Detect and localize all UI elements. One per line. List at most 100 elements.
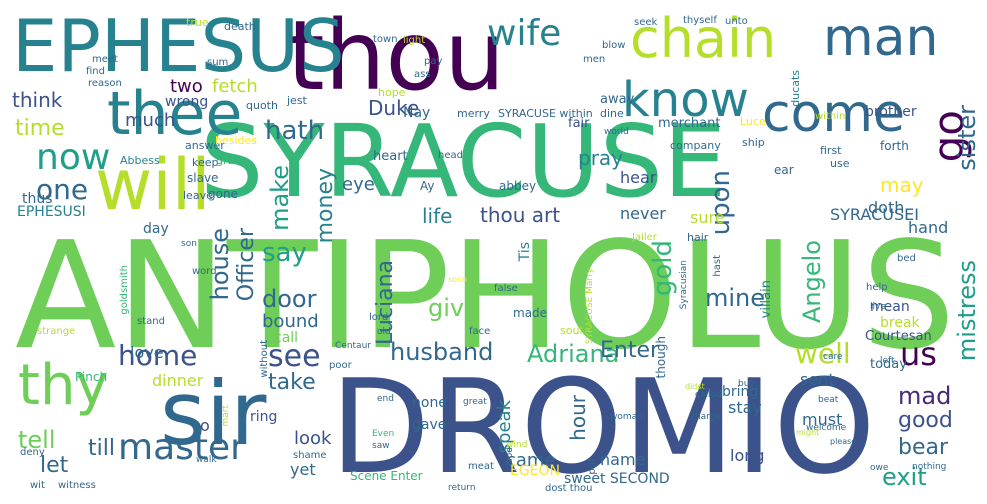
word-leave: leave [183,189,213,202]
word-came: came [506,450,556,471]
word-sweet-second: sweet SECOND [564,471,670,487]
word-hath: hath [265,116,325,146]
word-us: us [900,335,937,373]
word-brother: brother [865,104,917,120]
word-hair: hair [687,231,709,244]
word-long: long [730,446,765,465]
word-centaur: Centaur [335,341,371,351]
word-saw: saw [372,441,390,451]
word-bring: bring [722,384,759,400]
word-soon: soon [448,275,468,284]
word-wife: wife [487,13,562,54]
word-scene-enter: Scene Enter [350,469,423,483]
word-never: never [620,204,666,223]
word-hear: hear [620,168,657,187]
word-think: think [12,88,63,112]
word-charge: charge [690,412,721,422]
word-beat: beat [818,395,839,405]
word-money: money [313,168,338,244]
word-tis: Tis [517,242,533,262]
word-though: though [654,336,668,379]
word-poor: poor [329,360,352,371]
word-within: within [815,111,846,122]
word-gave: gave [412,417,447,433]
word-jailer: Jailer [632,232,657,243]
word-fair: fair [568,116,590,131]
word-soul: soul [560,324,583,337]
word-merchant: merchant [658,116,721,131]
word-heart: heart [373,149,408,164]
word-ear: ear [774,163,794,177]
word-head: head [438,150,463,161]
word-might: might [796,428,820,437]
word-true: true [186,16,209,29]
word-ephesus: EPHESUS [12,4,345,88]
word-men: men [583,54,606,65]
word-unto: unto [725,16,748,27]
word-ass: ass [414,69,431,80]
word-courtesan: Courtesan [865,329,932,344]
word-great: great [463,397,487,407]
word-fetch: fetch [212,76,258,97]
word-care: care [823,352,843,362]
word-strange: strange [37,326,76,337]
word-husband: husband [390,338,494,366]
word-sum: sum [207,57,229,68]
word-man: man [823,8,939,68]
word-left: left [880,356,895,366]
word-called: called [695,390,722,400]
word-keep: keep [192,156,219,169]
word-dromio: DROMIO [330,351,876,503]
word-let: let [40,453,69,478]
word-hast: hast [712,255,723,277]
word-take: take [268,370,316,395]
word-abbey: abbey [499,179,537,193]
word-besides: besides [215,134,258,147]
word-syracuse-marry: SYRACUSE Marry [585,268,595,345]
word-even: Even [372,429,395,439]
word-deny: deny [20,447,45,458]
word-duke: Duke [368,96,420,120]
word-door: door [262,285,317,313]
word-woman: woman [610,412,643,422]
word-put: put [587,458,598,475]
word-help: help [866,282,888,293]
word-reason: reason [88,78,122,89]
word-sir: sir [160,362,267,465]
word-pray: pray [578,146,624,170]
word-slave: slave [187,171,219,185]
word-eye: eye [342,174,375,195]
word-look: look [294,428,332,449]
word-syracuse: SYRACUSE [200,103,727,220]
word-mistress: mistress [953,260,981,362]
word-bear: bear [898,435,949,460]
word-abbess: Abbess [120,154,160,167]
word-use: use [830,157,850,170]
word-sister: sister [953,105,981,171]
word-know: know [622,72,749,128]
word-meat: meat [468,461,494,472]
word-nay: Nay [403,105,431,121]
word-death: death [224,20,256,33]
word-come: come [762,84,906,144]
word-syracuse-within: SYRACUSE within [498,107,593,120]
word-dost-thou: dost thou [545,483,593,494]
word-say: say [262,238,307,268]
word-sent: sent [800,370,835,389]
word-till: till [88,436,115,461]
word-world: world [604,127,629,137]
word-exit: exit [882,463,927,491]
word-thy: thy [18,353,109,418]
word-now: now [36,137,111,178]
word-angelo: Angelo [798,240,826,323]
word-face: face [469,326,491,337]
word-egeon: EGEON [510,463,561,479]
word-bed: bed [897,253,916,264]
word-blow: blow [602,40,626,51]
word-end: end [377,394,394,404]
word-see: see [268,339,321,374]
word-adriana: Adriana [527,340,620,368]
word-yet: yet [290,460,316,479]
word-welcome: welcome [806,423,847,433]
